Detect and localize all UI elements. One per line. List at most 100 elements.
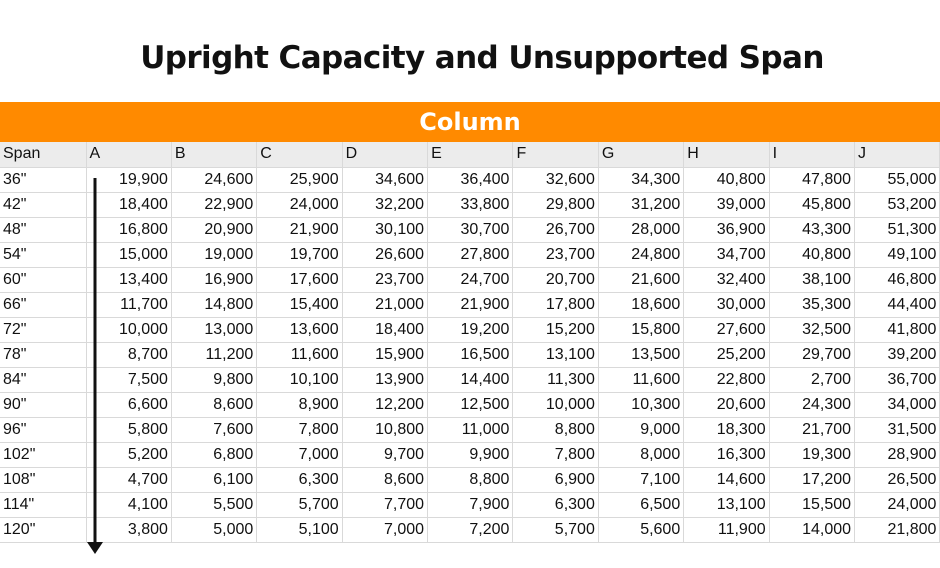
capacity-cell: 32,200: [342, 192, 429, 218]
span-cell: 42": [0, 192, 87, 218]
capacity-cell: 30,100: [342, 217, 429, 243]
capacity-cell: 6,500: [598, 492, 685, 518]
capacity-cell: 26,700: [512, 217, 599, 243]
capacity-cell: 29,700: [769, 342, 856, 368]
capacity-cell: 22,900: [171, 192, 258, 218]
span-cell: 84": [0, 367, 87, 393]
table-row: 36" 19,900 24,600 25,900 34,600 36,400 32,600 3…: [0, 167, 940, 193]
capacity-cell: 12,200: [342, 392, 429, 418]
capacity-cell: 36,400: [427, 167, 514, 193]
capacity-cell: 5,200: [86, 442, 172, 468]
capacity-cell: 11,300: [512, 367, 599, 393]
capacity-cell: 5,800: [86, 417, 172, 443]
capacity-cell: 15,900: [342, 342, 429, 368]
capacity-cell: 44,400: [854, 292, 940, 318]
capacity-cell: 39,000: [683, 192, 770, 218]
capacity-cell: 5,000: [171, 517, 258, 543]
span-cell: 48": [0, 217, 87, 243]
table-row: 90" 6,600 8,600 8,900 12,200 12,500 10,000 10,3…: [0, 392, 940, 418]
span-cell: 78": [0, 342, 87, 368]
capacity-cell: 5,700: [256, 492, 343, 518]
capacity-cell: 24,800: [598, 242, 685, 268]
capacity-cell: 55,000: [854, 167, 940, 193]
capacity-cell: 46,800: [854, 267, 940, 293]
capacity-cell: 7,600: [171, 417, 258, 443]
page-title: Upright Capacity and Unsupported Span: [140, 40, 824, 76]
capacity-cell: 17,600: [256, 267, 343, 293]
span-cell: 96": [0, 417, 87, 443]
capacity-cell: 2,700: [769, 367, 856, 393]
capacity-cell: 7,900: [427, 492, 514, 518]
capacity-cell: 8,600: [171, 392, 258, 418]
capacity-cell: 47,800: [769, 167, 856, 193]
span-cell: 108": [0, 467, 87, 493]
span-cell: 54": [0, 242, 87, 268]
capacity-cell: 24,000: [854, 492, 940, 518]
capacity-cell: 24,700: [427, 267, 514, 293]
capacity-cell: 11,700: [86, 292, 172, 318]
capacity-cell: 29,800: [512, 192, 599, 218]
column-banner-label: Column: [419, 108, 521, 136]
capacity-cell: 19,300: [769, 442, 856, 468]
capacity-cell: 43,300: [769, 217, 856, 243]
capacity-cell: 21,600: [598, 267, 685, 293]
capacity-cell: 15,800: [598, 317, 685, 343]
capacity-cell: 10,100: [256, 367, 343, 393]
capacity-cell: 21,000: [342, 292, 429, 318]
capacity-cell: 45,800: [769, 192, 856, 218]
header-column-b: B: [171, 142, 258, 168]
capacity-cell: 9,700: [342, 442, 429, 468]
capacity-cell: 5,100: [256, 517, 343, 543]
capacity-cell: 7,200: [427, 517, 514, 543]
capacity-cell: 6,300: [256, 467, 343, 493]
capacity-cell: 27,600: [683, 317, 770, 343]
table-row: 114" 4,100 5,500 5,700 7,700 7,900 6,300 6,500 1…: [0, 492, 940, 518]
capacity-cell: 9,900: [427, 442, 514, 468]
header-column-f: F: [512, 142, 599, 168]
capacity-cell: 18,600: [598, 292, 685, 318]
capacity-cell: 18,400: [342, 317, 429, 343]
capacity-cell: 53,200: [854, 192, 940, 218]
capacity-cell: 14,600: [683, 467, 770, 493]
capacity-cell: 20,600: [683, 392, 770, 418]
capacity-cell: 31,500: [854, 417, 940, 443]
capacity-cell: 8,700: [86, 342, 172, 368]
capacity-cell: 6,900: [512, 467, 599, 493]
capacity-cell: 21,700: [769, 417, 856, 443]
header-row: Span A B C D E F G H I J: [0, 142, 940, 168]
table-row: 102" 5,200 6,800 7,000 9,700 9,900 7,800 8,000 1…: [0, 442, 940, 468]
capacity-cell: 8,900: [256, 392, 343, 418]
capacity-cell: 35,300: [769, 292, 856, 318]
capacity-cell: 24,600: [171, 167, 258, 193]
capacity-cell: 11,900: [683, 517, 770, 543]
capacity-cell: 10,800: [342, 417, 429, 443]
capacity-cell: 16,900: [171, 267, 258, 293]
capacity-cell: 6,300: [512, 492, 599, 518]
capacity-cell: 7,800: [512, 442, 599, 468]
capacity-cell: 11,200: [171, 342, 258, 368]
capacity-cell: 9,800: [171, 367, 258, 393]
table-row: 120" 3,800 5,000 5,100 7,000 7,200 5,700 5,600 1…: [0, 517, 940, 543]
header-column-g: G: [598, 142, 685, 168]
capacity-cell: 14,000: [769, 517, 856, 543]
capacity-cell: 33,800: [427, 192, 514, 218]
header-column-d: D: [342, 142, 429, 168]
capacity-cell: 20,700: [512, 267, 599, 293]
capacity-cell: 19,000: [171, 242, 258, 268]
capacity-cell: 14,800: [171, 292, 258, 318]
capacity-cell: 5,600: [598, 517, 685, 543]
capacity-cell: 5,700: [512, 517, 599, 543]
span-cell: 114": [0, 492, 87, 518]
table-row: 96" 5,800 7,600 7,800 10,800 11,000 8,800 9,000…: [0, 417, 940, 443]
capacity-cell: 7,000: [256, 442, 343, 468]
capacity-cell: 26,600: [342, 242, 429, 268]
header-column-e: E: [427, 142, 514, 168]
capacity-cell: 11,000: [427, 417, 514, 443]
capacity-cell: 24,000: [256, 192, 343, 218]
capacity-cell: 17,200: [769, 467, 856, 493]
capacity-cell: 19,900: [86, 167, 172, 193]
capacity-cell: 36,900: [683, 217, 770, 243]
capacity-cell: 12,500: [427, 392, 514, 418]
capacity-cell: 34,000: [854, 392, 940, 418]
capacity-cell: 32,400: [683, 267, 770, 293]
